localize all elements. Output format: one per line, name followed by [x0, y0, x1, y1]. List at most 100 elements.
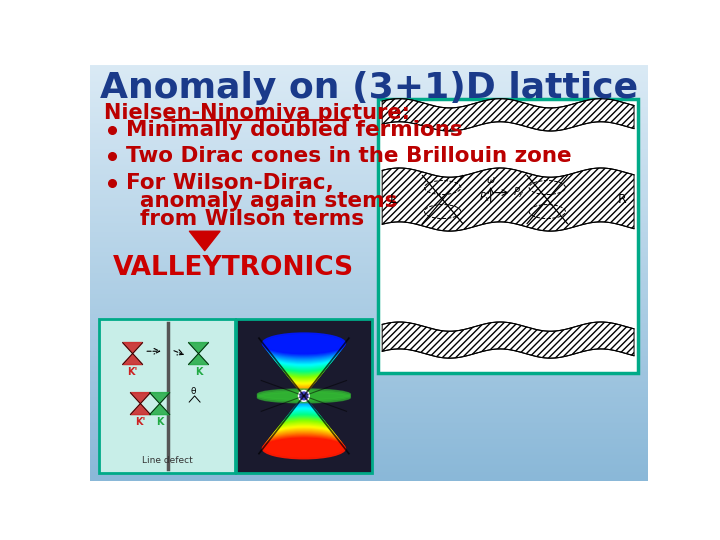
Ellipse shape: [284, 416, 324, 427]
Ellipse shape: [286, 368, 322, 377]
Text: anomaly again stems: anomaly again stems: [140, 191, 397, 211]
Polygon shape: [130, 403, 150, 415]
Ellipse shape: [302, 398, 306, 399]
Ellipse shape: [266, 435, 342, 454]
Ellipse shape: [282, 363, 325, 374]
Ellipse shape: [293, 407, 315, 412]
Ellipse shape: [281, 420, 328, 431]
Ellipse shape: [288, 412, 320, 420]
Ellipse shape: [282, 418, 326, 430]
Polygon shape: [189, 354, 209, 364]
Ellipse shape: [297, 384, 311, 388]
Ellipse shape: [300, 400, 308, 402]
Ellipse shape: [272, 348, 336, 363]
Ellipse shape: [281, 360, 328, 372]
Ellipse shape: [294, 381, 313, 386]
Ellipse shape: [284, 365, 324, 375]
FancyBboxPatch shape: [236, 319, 372, 473]
Ellipse shape: [264, 335, 344, 355]
Polygon shape: [130, 393, 150, 403]
Ellipse shape: [297, 386, 310, 389]
Text: θ: θ: [191, 387, 197, 396]
Ellipse shape: [262, 333, 346, 354]
Polygon shape: [150, 393, 170, 403]
Bar: [382, 226, 634, 327]
Ellipse shape: [264, 437, 344, 457]
Ellipse shape: [264, 436, 343, 456]
Ellipse shape: [290, 375, 318, 382]
Ellipse shape: [294, 406, 313, 410]
Ellipse shape: [268, 433, 340, 451]
Text: VALLEYTRONICS: VALLEYTRONICS: [113, 255, 354, 281]
Ellipse shape: [293, 380, 315, 385]
Ellipse shape: [271, 346, 337, 362]
Ellipse shape: [295, 383, 312, 387]
Ellipse shape: [264, 336, 343, 356]
Ellipse shape: [290, 410, 318, 417]
Ellipse shape: [282, 362, 326, 373]
Text: $\omega$: $\omega$: [486, 174, 495, 185]
Text: R: R: [618, 193, 626, 206]
Ellipse shape: [270, 345, 338, 361]
Ellipse shape: [291, 376, 317, 383]
Ellipse shape: [266, 340, 341, 358]
Ellipse shape: [279, 357, 330, 370]
Ellipse shape: [276, 354, 332, 368]
Polygon shape: [189, 342, 209, 354]
Ellipse shape: [301, 391, 307, 393]
Ellipse shape: [275, 425, 333, 440]
Ellipse shape: [274, 426, 334, 441]
Ellipse shape: [277, 356, 330, 369]
Ellipse shape: [279, 422, 330, 435]
Text: K': K': [135, 417, 145, 428]
Text: $P_y$: $P_y$: [513, 185, 525, 200]
Polygon shape: [150, 403, 170, 415]
Ellipse shape: [258, 389, 351, 400]
Text: Nielsen-Ninomiya picture:: Nielsen-Ninomiya picture:: [104, 103, 410, 123]
Ellipse shape: [269, 431, 339, 449]
Text: K: K: [156, 417, 163, 428]
Text: K': K': [127, 367, 138, 376]
Ellipse shape: [275, 353, 333, 367]
Ellipse shape: [291, 409, 317, 415]
FancyArrowPatch shape: [189, 231, 220, 251]
PathPatch shape: [382, 322, 634, 358]
Ellipse shape: [258, 392, 351, 403]
Ellipse shape: [299, 388, 309, 390]
FancyBboxPatch shape: [99, 319, 235, 473]
Bar: [382, 126, 634, 173]
Ellipse shape: [287, 413, 321, 422]
Ellipse shape: [301, 399, 307, 401]
Polygon shape: [122, 342, 143, 354]
Ellipse shape: [270, 430, 338, 448]
Ellipse shape: [297, 402, 310, 406]
Ellipse shape: [279, 359, 328, 371]
Ellipse shape: [300, 389, 308, 392]
Text: $P_x$: $P_x$: [479, 190, 491, 204]
Polygon shape: [122, 354, 143, 364]
Ellipse shape: [268, 341, 340, 359]
Ellipse shape: [274, 351, 334, 366]
Ellipse shape: [292, 378, 315, 384]
Ellipse shape: [297, 403, 311, 407]
Ellipse shape: [279, 421, 328, 433]
Text: Two Dirac cones in the Brillouin zone: Two Dirac cones in the Brillouin zone: [126, 146, 571, 166]
Ellipse shape: [302, 393, 306, 394]
Ellipse shape: [266, 434, 341, 453]
Ellipse shape: [269, 343, 339, 360]
Ellipse shape: [271, 429, 337, 446]
Ellipse shape: [262, 438, 346, 459]
Ellipse shape: [299, 401, 309, 404]
Ellipse shape: [277, 423, 330, 436]
Text: For Wilson-Dirac,: For Wilson-Dirac,: [126, 173, 333, 193]
Ellipse shape: [272, 428, 336, 444]
Text: Anomaly on (3+1)D lattice: Anomaly on (3+1)D lattice: [100, 71, 638, 105]
Text: K: K: [194, 367, 202, 376]
Text: from Wilson terms: from Wilson terms: [140, 209, 364, 229]
Ellipse shape: [289, 373, 319, 381]
PathPatch shape: [382, 99, 634, 131]
Ellipse shape: [288, 372, 320, 380]
Ellipse shape: [258, 390, 351, 401]
Ellipse shape: [287, 370, 321, 379]
Ellipse shape: [295, 404, 312, 409]
